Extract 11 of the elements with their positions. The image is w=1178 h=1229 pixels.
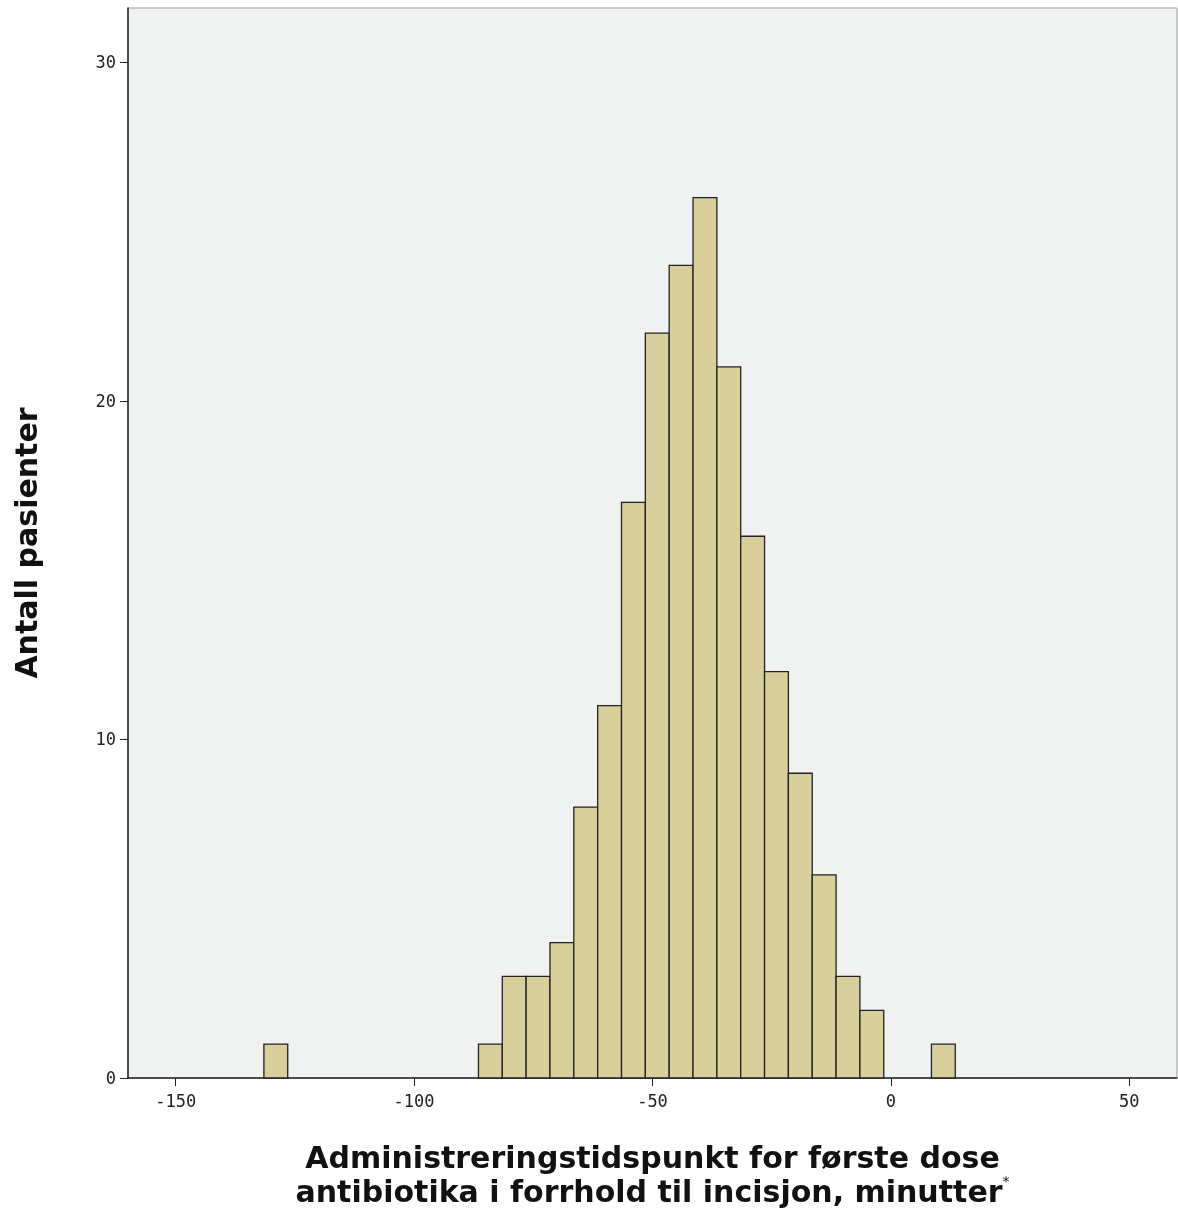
x-tick-label: -150 (155, 1090, 197, 1111)
x-tick-label: 0 (885, 1090, 897, 1111)
y-tick-label: 20 (95, 390, 116, 411)
x-axis-title: Administreringstidspunkt for første dose antibiotika i forrhold til incisjon, minutter* (295, 1139, 1010, 1209)
x-tick-label: -100 (393, 1090, 435, 1111)
x-tick-label: 50 (1119, 1090, 1140, 1111)
y-axis-title: Antall pasienter (8, 407, 44, 679)
y-tick-label: 0 (105, 1068, 116, 1088)
y-tick-label: 10 (95, 729, 116, 750)
y-tick-label: 30 (95, 52, 116, 73)
x-tick-label: -50 (637, 1090, 668, 1111)
